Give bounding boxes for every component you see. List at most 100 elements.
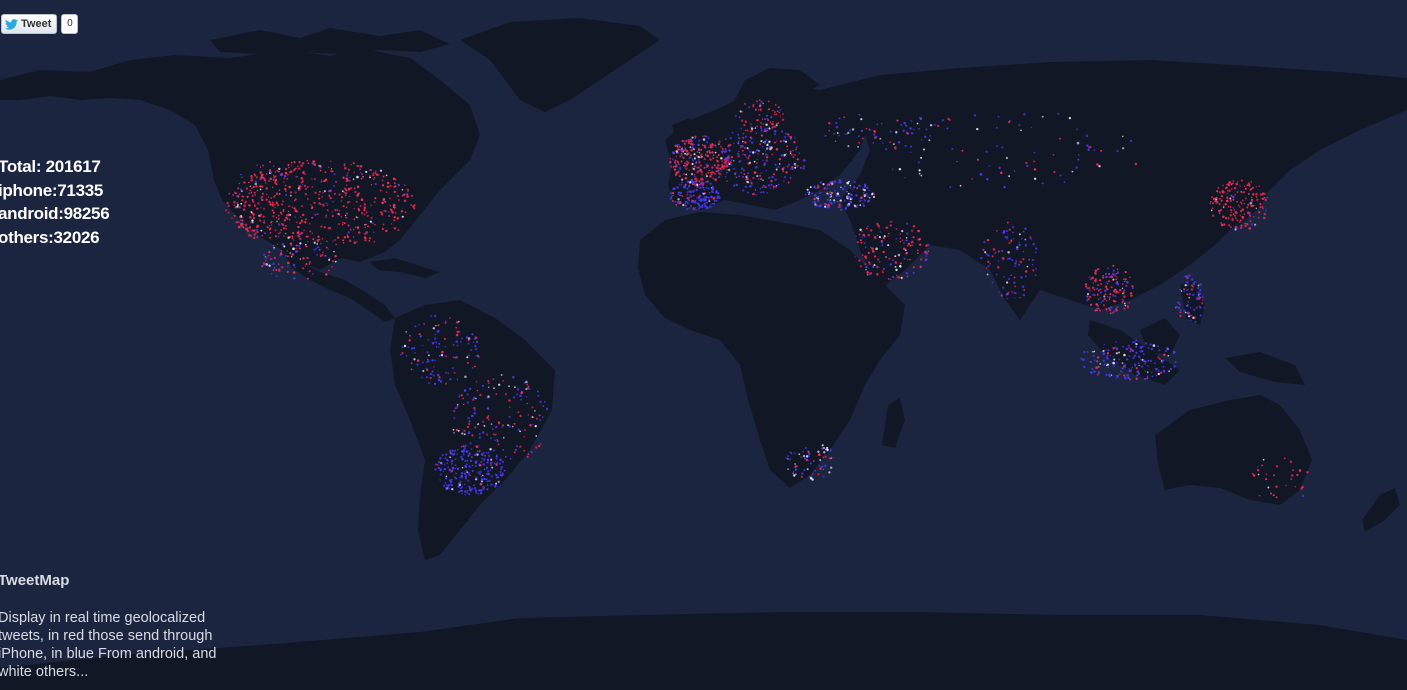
tweet-dot (256, 207, 259, 210)
tweet-dot (254, 193, 256, 196)
tweet-dot (279, 231, 282, 234)
tweet-dot (348, 200, 351, 203)
tweet-dot (887, 244, 890, 247)
tweet-dot (759, 187, 762, 190)
tweet-dot (693, 201, 696, 204)
tweet-dot (347, 179, 350, 182)
tweet-dot (325, 246, 328, 249)
tweet-dot (696, 151, 699, 153)
tweet-dot (530, 450, 533, 454)
tweet-dot (333, 173, 336, 176)
tweet-dot (1261, 464, 1264, 467)
tweet-dot (694, 184, 697, 187)
tweet-dot (997, 266, 1000, 269)
tweet-dot (456, 453, 458, 455)
tweet-dot (889, 130, 892, 133)
tweet-dot (480, 460, 483, 463)
tweet-dot (487, 418, 490, 421)
tweet-dot (443, 484, 446, 486)
tweet-dot (303, 229, 305, 232)
tweet-dot (413, 204, 416, 206)
tweet-dot (498, 422, 501, 425)
tweet-dot (361, 173, 363, 176)
tweet-dot (685, 139, 688, 143)
tweet-dot (1175, 305, 1178, 308)
tweet-dot (481, 431, 485, 434)
tweet-dot (846, 190, 848, 193)
tweet-dot (1007, 221, 1009, 224)
tweet-dot (289, 252, 291, 254)
tweet-dot (723, 151, 726, 153)
tweet-dot (293, 277, 296, 280)
tweet-dot (905, 124, 908, 127)
tweet-dot (859, 199, 862, 203)
tweet-dot (1222, 206, 1225, 209)
tweet-dot (713, 199, 716, 202)
tweet-dot (1144, 360, 1146, 362)
tweet-dot (685, 167, 688, 170)
tweet-dot (677, 163, 680, 166)
tweet-dot (1121, 282, 1124, 285)
tweet-dot (1018, 243, 1021, 247)
tweet-dot (331, 211, 333, 213)
tweet-dot (675, 171, 678, 175)
tweet-dot (860, 241, 863, 244)
tweet-dot (716, 197, 719, 199)
tweet-dot (1103, 295, 1106, 298)
tweet-dot (682, 156, 685, 160)
tweet-dot (779, 115, 782, 118)
tweet-dot (270, 224, 273, 226)
tweet-dot (768, 145, 771, 148)
tweet-dot (1186, 276, 1189, 280)
tweet-dot (1085, 134, 1089, 137)
tweet-dot (257, 202, 260, 205)
tweet-dot (675, 155, 678, 158)
tweet-dot (702, 138, 706, 141)
japan (1215, 178, 1272, 232)
tweet-dot (299, 222, 302, 225)
tweet-dot (254, 205, 256, 207)
tweet-dot (286, 250, 289, 252)
new-zealand (1362, 488, 1400, 532)
tweet-dot (823, 202, 827, 206)
tweet-dot (766, 127, 768, 130)
tweet-dot (467, 454, 470, 457)
tweet-dot (712, 157, 715, 159)
tweet-dot (1227, 183, 1230, 186)
tweet-dot (543, 401, 546, 403)
tweet-dot (538, 414, 541, 417)
tweet-dot (318, 164, 321, 168)
tweet-dot (866, 195, 869, 198)
tweet-dot (764, 149, 767, 152)
tweet-dot (1109, 375, 1112, 378)
tweet-dot (701, 153, 703, 155)
tweet-dot (301, 180, 304, 183)
tweet-dot (691, 162, 694, 166)
tweet-dot (501, 424, 505, 427)
tweet-dot (830, 182, 834, 186)
tweet-dot (889, 220, 892, 223)
tweet-dot (844, 206, 847, 210)
tweet-dot (277, 204, 280, 207)
tweet-dot (709, 175, 712, 178)
tweet-dot (345, 177, 349, 180)
tweet-dot (674, 200, 677, 204)
tweet-dot (481, 453, 484, 457)
tweet-dot (775, 148, 779, 151)
tweet-dot (274, 206, 276, 209)
tweet-dot (700, 154, 702, 156)
tweet-dot (300, 220, 303, 223)
tweet-dot (755, 162, 758, 164)
tweet-dot (873, 264, 876, 267)
tweet-dot (389, 208, 392, 210)
tweet-dot (903, 247, 906, 251)
tweet-dot (475, 340, 479, 344)
tweet-dot (1258, 185, 1260, 188)
tweet-dot (270, 221, 272, 224)
tweet-count-badge[interactable]: 0 (61, 14, 79, 34)
tweet-button[interactable]: Tweet (1, 14, 58, 34)
tweet-dot (450, 459, 454, 463)
tweet-dot (1265, 209, 1267, 212)
tweet-dot (281, 243, 285, 246)
